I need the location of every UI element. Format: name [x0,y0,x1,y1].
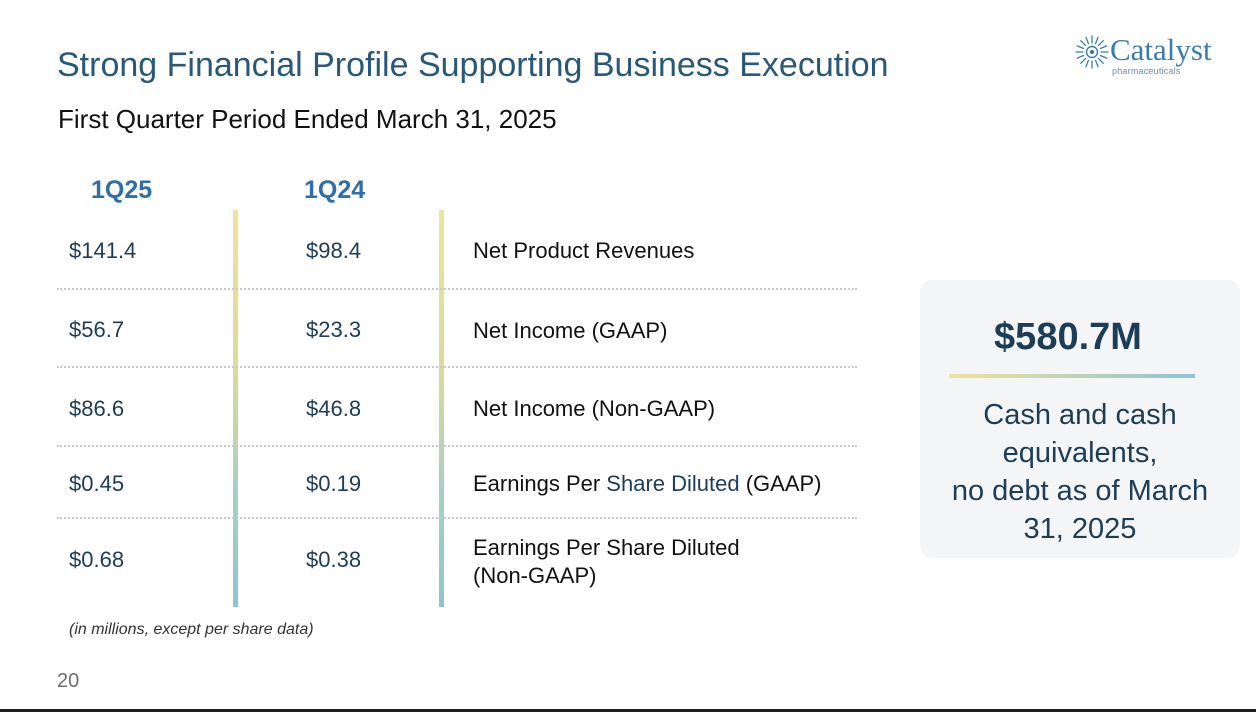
page-title: Strong Financial Profile Supporting Busi… [57,46,889,84]
row-label-net-income-gaap: Net Income (GAAP) [473,318,668,343]
row-label-line: Earnings Per Share Diluted [473,535,740,560]
row-label-eps-diluted-gaap: Earnings Per Share Diluted (GAAP) [473,470,822,498]
column-divider-2 [439,210,444,607]
row-divider [57,517,857,519]
logo-tagline: pharmaceuticals [1112,66,1181,76]
cash-description-line: no debt as of March [951,475,1209,507]
row-label-part: Share Diluted [606,471,740,496]
value-1q25-net-income-non-gaap: $86.6 [69,396,125,421]
starburst-logo-icon [1075,35,1109,69]
row-divider [57,288,857,290]
row-divider [57,366,857,368]
value-1q24-eps-diluted-non-gaap: $0.38 [306,547,362,572]
value-1q24-net-product-revenues: $98.4 [306,238,362,263]
cash-description-line: equivalents, [1002,437,1158,469]
row-label-part: (GAAP) [739,471,822,496]
row-label-net-product-revenues: Net Product Revenues [473,238,695,263]
cash-description-line: 31, 2025 [1023,513,1137,545]
value-1q24-net-income-gaap: $23.3 [306,317,362,342]
page-subtitle: First Quarter Period Ended March 31, 202… [58,104,557,134]
row-label-eps-diluted-non-gaap: Earnings Per Share Diluted (Non-GAAP) [473,534,740,590]
row-label-line: (Non-GAAP) [473,563,597,588]
value-1q24-net-income-non-gaap: $46.8 [306,396,362,421]
value-1q25-net-product-revenues: $141.4 [69,238,137,263]
value-1q24-eps-diluted-gaap: $0.19 [306,471,362,496]
column-divider-1 [233,210,238,607]
row-divider [57,445,857,447]
cash-amount: $580.7M [994,316,1142,358]
cash-description: Cash and cash equivalents, no debt as of… [920,396,1240,548]
value-1q25-net-income-gaap: $56.7 [69,317,125,342]
row-label-net-income-non-gaap: Net Income (Non-GAAP) [473,396,716,421]
company-logo: Catalyst pharmaceuticals [1074,32,1226,78]
bottom-rule [0,709,1256,712]
page-number: 20 [57,670,80,692]
value-1q25-eps-diluted-non-gaap: $0.68 [69,547,125,572]
row-label-part: Earnings Per [473,471,607,496]
value-1q25-eps-diluted-gaap: $0.45 [69,471,125,496]
column-header-1q25: 1Q25 [91,176,153,204]
cash-description-line: Cash and cash [983,399,1177,431]
cash-summary-card: $580.7M Cash and cash equivalents, no de… [920,280,1240,558]
cash-rule [949,374,1195,378]
table-footnote: (in millions, except per share data) [69,621,314,638]
logo-wordmark: Catalyst [1110,32,1212,67]
column-header-1q24: 1Q24 [304,176,366,204]
